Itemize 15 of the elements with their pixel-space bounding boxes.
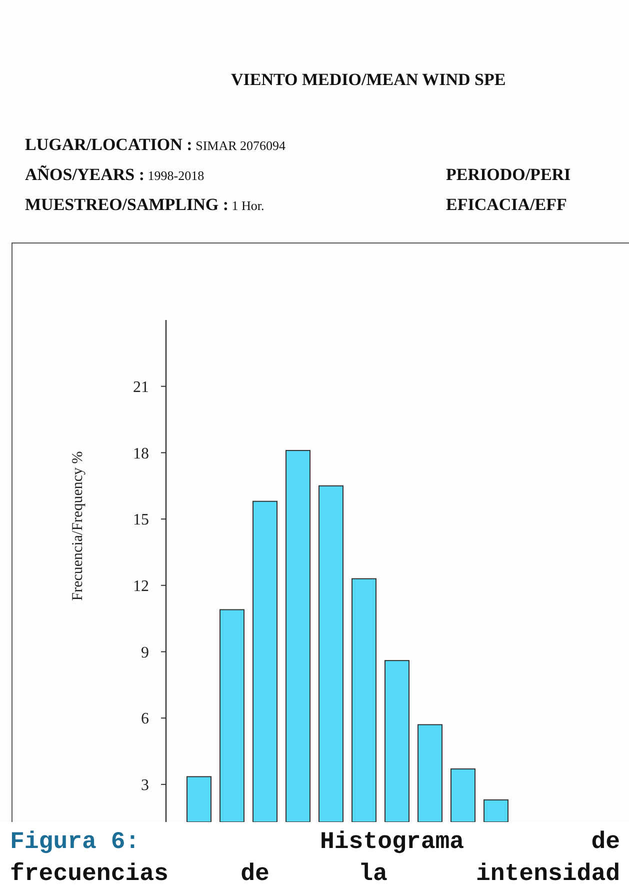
y-tick-label: 9 bbox=[141, 644, 149, 662]
y-tick-label: 15 bbox=[133, 512, 149, 529]
text: LUGAR/LOCATION : SIMAR 2076094 bbox=[25, 135, 286, 154]
y-tick-label: 6 bbox=[141, 710, 149, 728]
text: PERIODO/PERI bbox=[446, 165, 572, 184]
text: AÑOS/YEARS : 1998-2018 bbox=[25, 165, 204, 184]
y-tick-label: 18 bbox=[133, 445, 149, 462]
y-tick-label: 3 bbox=[141, 777, 149, 794]
text: Figura 6: Histograma de frecuencias de la intensidad bbox=[10, 829, 620, 888]
y-axis-title: Frecuencia/Frequency % bbox=[70, 451, 86, 601]
chart-title: VIENTO MEDIO/MEAN WIND SPE bbox=[231, 70, 506, 89]
text: MUESTREO/SAMPLING : 1 Hor. bbox=[25, 195, 264, 214]
y-tick-label: 12 bbox=[133, 578, 149, 595]
y-tick-label: 21 bbox=[133, 378, 149, 396]
text: EFICACIA/EFF bbox=[446, 195, 567, 214]
